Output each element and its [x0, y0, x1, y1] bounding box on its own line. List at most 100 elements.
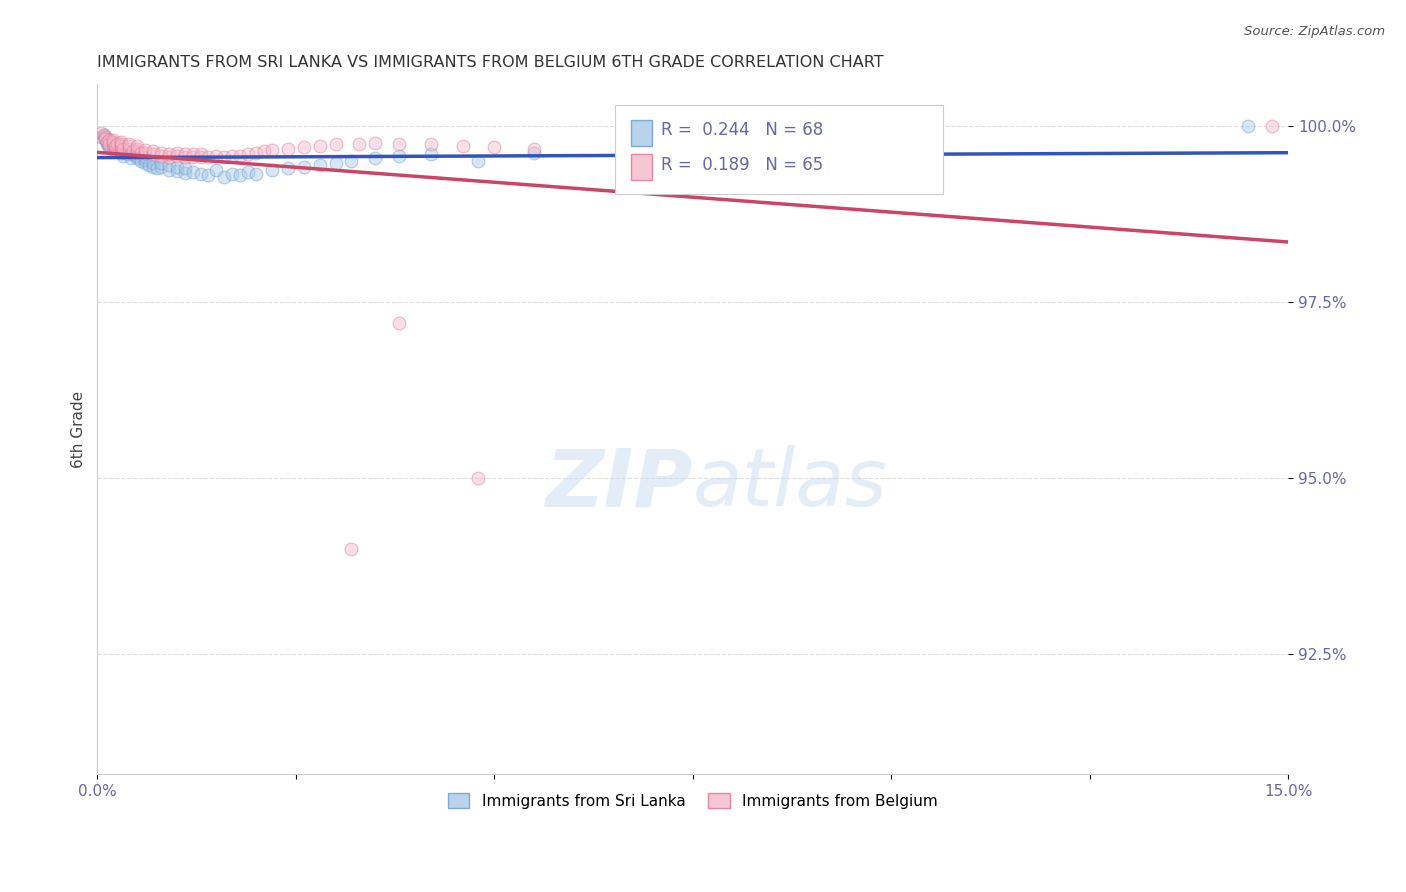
Point [103, 142, 125, 156]
Point [245, 145, 267, 160]
Point [122, 144, 145, 158]
Point [104, 144, 127, 158]
Text: ZIP: ZIP [546, 445, 693, 524]
Point [98, 136, 121, 151]
Point [641, 142, 664, 156]
Point [93, 128, 115, 142]
Point [149, 155, 172, 169]
Point [190, 150, 212, 164]
Point [103, 133, 125, 147]
Point [364, 136, 387, 150]
Point [149, 149, 172, 163]
Point [94, 132, 117, 146]
Point [308, 138, 330, 153]
Point [110, 136, 132, 151]
Point [166, 145, 188, 160]
Point [190, 147, 212, 161]
Point [94, 129, 117, 144]
Point [90, 126, 112, 140]
Point [340, 541, 363, 556]
Point [238, 165, 260, 179]
Point [157, 158, 180, 172]
Point [142, 155, 165, 169]
Point [96, 135, 118, 149]
Point [523, 145, 546, 160]
Point [197, 150, 219, 164]
Point [205, 149, 228, 163]
Point [138, 158, 160, 172]
Point [484, 140, 506, 154]
Point [103, 136, 125, 151]
Point [229, 149, 252, 163]
Point [221, 149, 243, 163]
Point [110, 144, 132, 158]
Point [166, 164, 188, 178]
Point [125, 149, 148, 163]
Point [125, 138, 148, 153]
Point [292, 140, 315, 154]
Point [197, 169, 219, 183]
Point [173, 161, 195, 176]
Point [96, 135, 118, 149]
Point [523, 142, 546, 156]
Point [214, 150, 236, 164]
FancyBboxPatch shape [616, 104, 943, 194]
Point [129, 145, 152, 160]
Point [118, 138, 141, 153]
Point [110, 140, 132, 154]
Point [292, 160, 315, 174]
Point [125, 142, 148, 156]
Point [103, 135, 125, 149]
Point [103, 138, 125, 153]
Point [173, 150, 195, 164]
Point [142, 145, 165, 159]
Y-axis label: 6th Grade: 6th Grade [72, 391, 86, 467]
Point [260, 162, 283, 177]
Point [229, 169, 252, 183]
Point [118, 136, 141, 151]
Point [467, 154, 489, 169]
Point [142, 147, 165, 161]
Point [221, 167, 243, 181]
Point [98, 138, 121, 153]
Point [110, 145, 132, 160]
Point [90, 129, 112, 144]
Text: R =  0.244   N = 68: R = 0.244 N = 68 [661, 121, 823, 139]
Point [98, 133, 121, 147]
Point [129, 154, 152, 169]
Point [451, 138, 474, 153]
Point [1237, 119, 1260, 133]
Point [110, 136, 132, 151]
Point [103, 135, 125, 149]
Point [340, 154, 363, 169]
Point [94, 129, 117, 144]
Point [125, 151, 148, 165]
Point [94, 132, 117, 146]
Point [157, 150, 180, 164]
Text: IMMIGRANTS FROM SRI LANKA VS IMMIGRANTS FROM BELGIUM 6TH GRADE CORRELATION CHART: IMMIGRANTS FROM SRI LANKA VS IMMIGRANTS … [97, 55, 884, 70]
Point [149, 145, 172, 160]
Point [134, 153, 156, 167]
Point [349, 136, 371, 151]
FancyBboxPatch shape [631, 120, 652, 146]
Point [146, 161, 169, 176]
Text: atlas: atlas [693, 445, 887, 524]
Point [277, 161, 299, 176]
Point [1261, 119, 1284, 133]
Point [134, 155, 156, 169]
Point [467, 471, 489, 485]
Point [277, 142, 299, 156]
Point [134, 143, 156, 157]
Text: Source: ZipAtlas.com: Source: ZipAtlas.com [1244, 25, 1385, 38]
Point [96, 136, 118, 151]
Point [181, 150, 204, 164]
Point [388, 149, 411, 163]
FancyBboxPatch shape [631, 154, 652, 180]
Point [98, 133, 121, 147]
Point [166, 160, 188, 174]
Point [122, 147, 145, 161]
Point [118, 145, 141, 160]
Point [114, 145, 136, 160]
Point [166, 149, 188, 163]
Point [110, 142, 132, 156]
